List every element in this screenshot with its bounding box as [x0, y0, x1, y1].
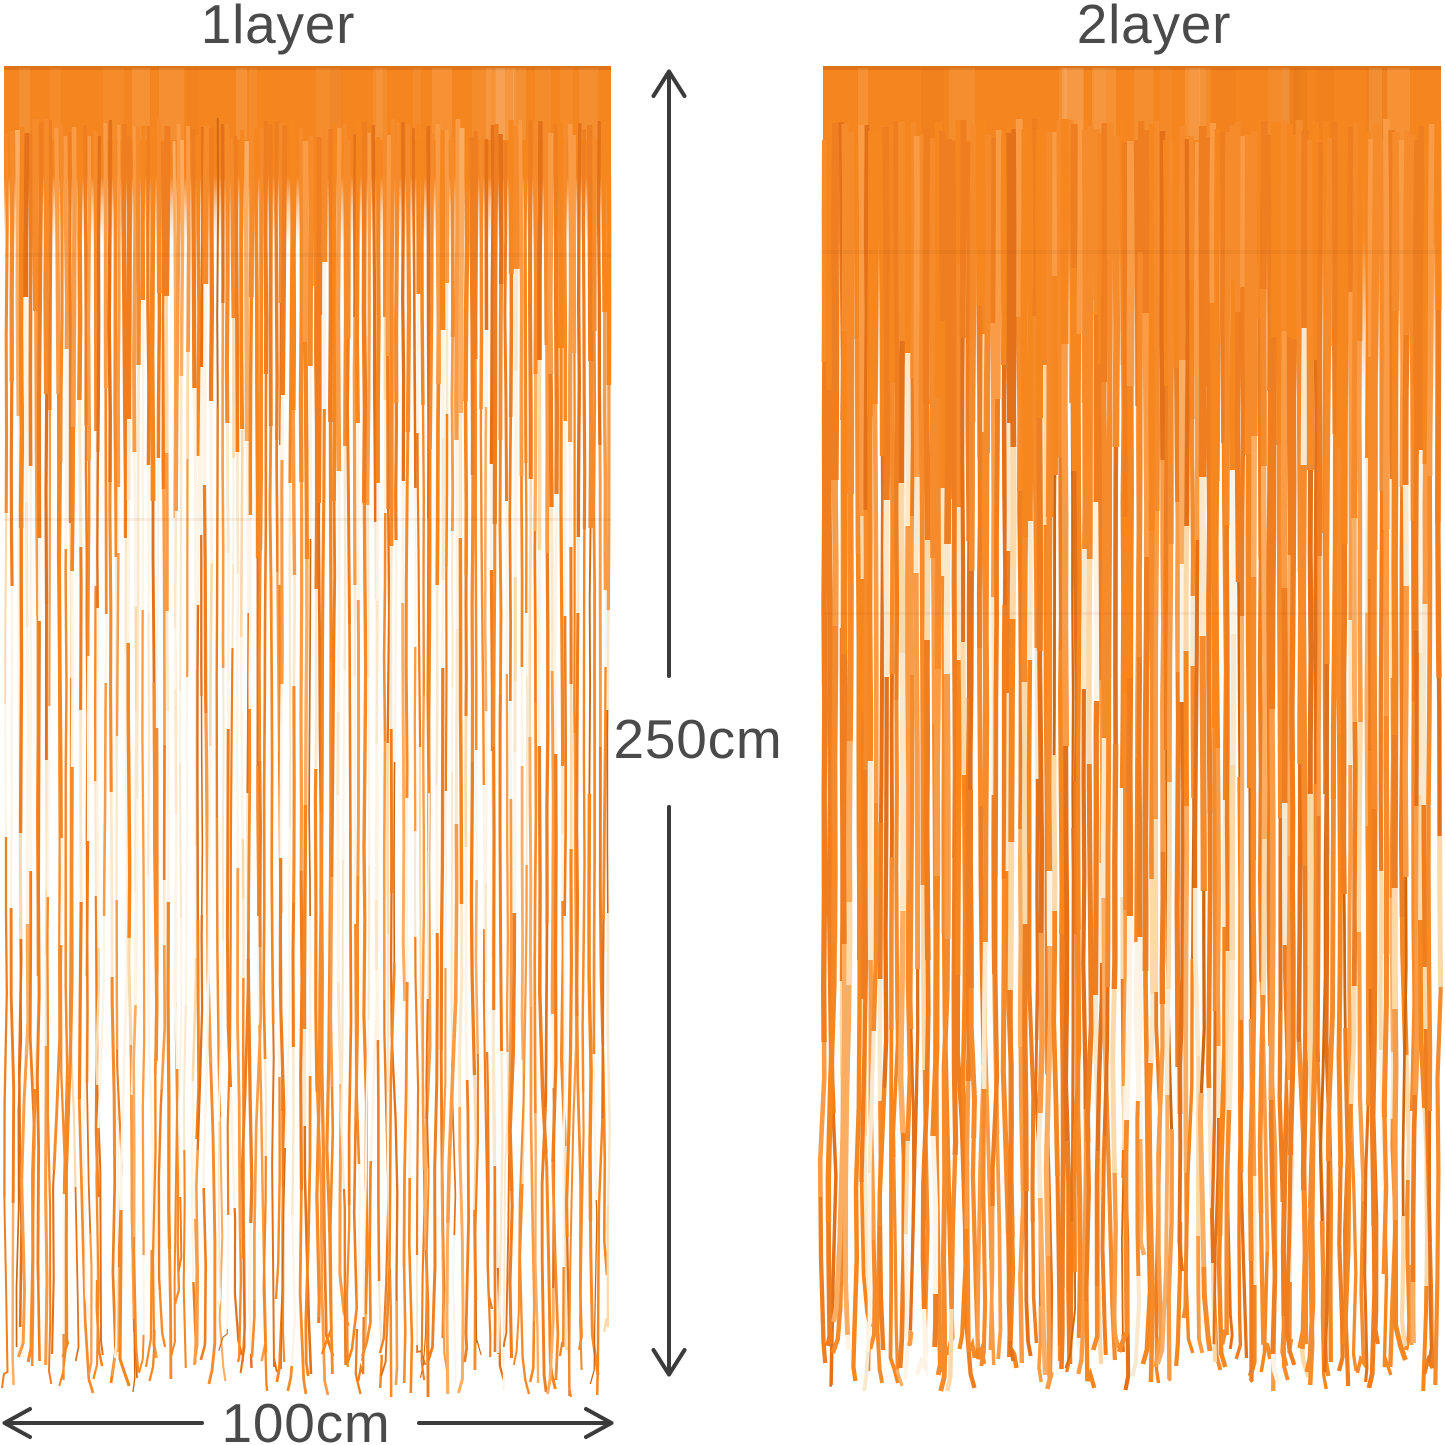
svg-text:2layer: 2layer — [1077, 0, 1232, 55]
svg-text:100cm: 100cm — [221, 1392, 390, 1445]
svg-text:1layer: 1layer — [201, 0, 356, 55]
svg-text:250cm: 250cm — [613, 708, 782, 770]
